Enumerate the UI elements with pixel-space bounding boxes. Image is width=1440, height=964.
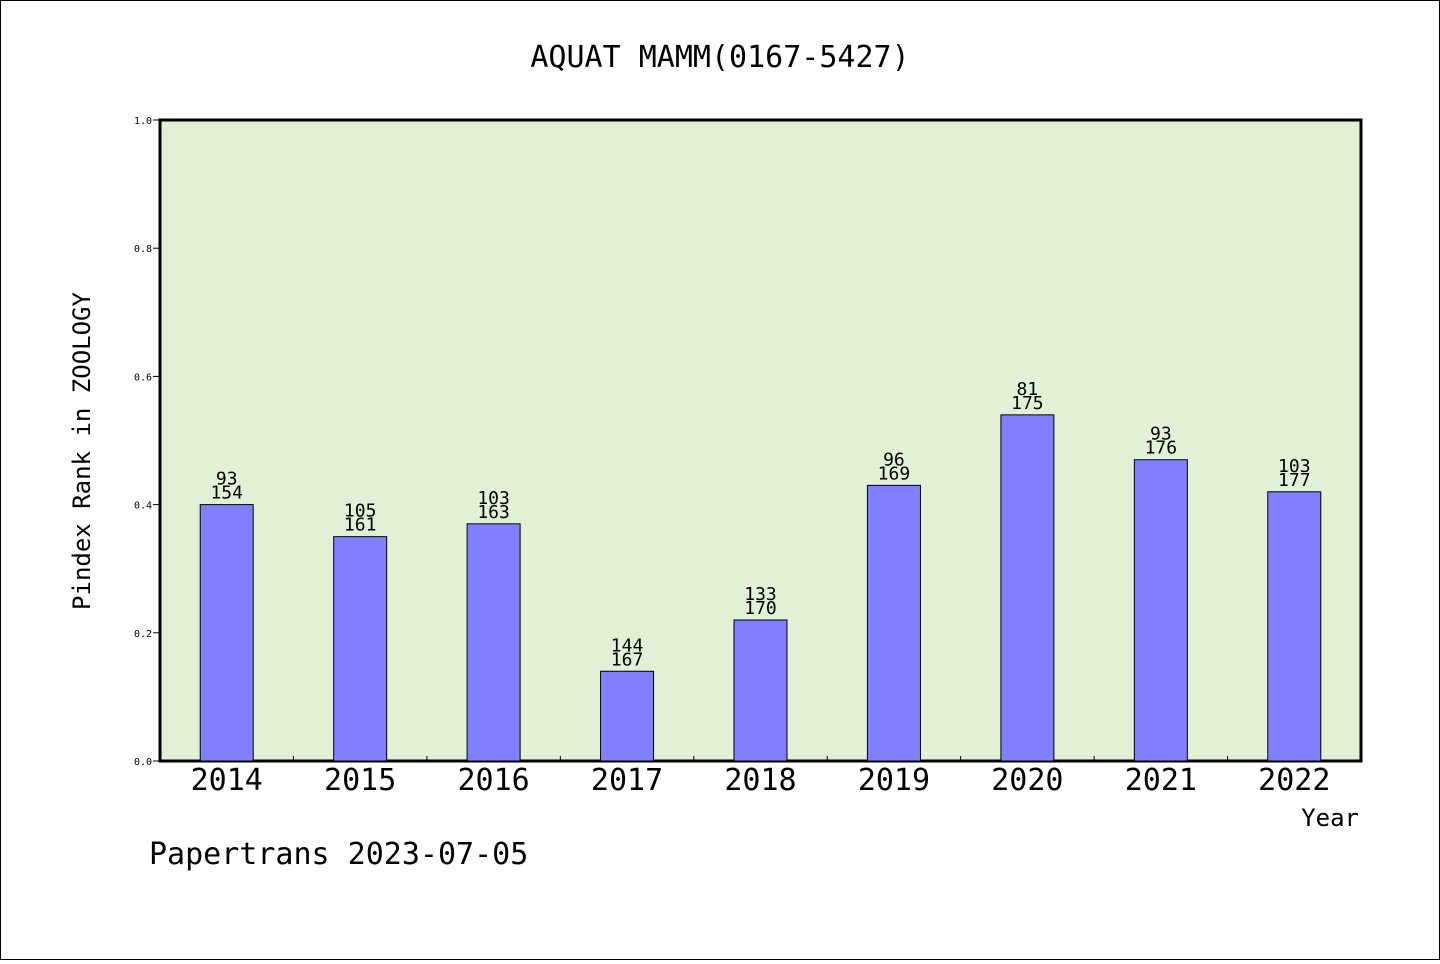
y-tick-label: 0.8 [134,244,152,255]
y-tick-label: 1.0 [134,116,152,127]
total-label-2018: 170 [744,598,777,619]
total-label-2015: 161 [344,515,377,536]
rank-label-2015: 105 [344,501,377,522]
bar-2022 [1267,491,1322,762]
rank-label-2016: 103 [477,488,510,509]
x-tick-label-2018: 2018 [724,763,796,798]
rank-label-2014: 93 [216,469,238,490]
x-axis-label: Year [1301,804,1359,832]
chart-title: AQUAT MAMM(0167-5427) [530,40,909,75]
total-label-2022: 177 [1278,470,1311,491]
x-tick-label-2014: 2014 [191,763,263,798]
y-axis-label: Pindex Rank in ZOOLOGY [68,292,96,610]
rank-label-2020: 81 [1017,379,1039,400]
x-tick-label-2022: 2022 [1258,763,1330,798]
rank-label-2018: 133 [744,584,777,605]
rank-label-2021: 93 [1150,424,1172,445]
data-labels-group: 9315410516110316314416713317096169811759… [210,379,1310,670]
y-tick-label: 0.0 [134,757,152,768]
rank-label-2019: 96 [883,449,905,470]
footer-text: Papertrans 2023-07-05 [149,837,528,872]
total-label-2014: 154 [210,483,243,504]
y-tick-label: 0.4 [134,501,152,512]
y-axis: 0.0 0.2 0.4 0.6 0.8 1.0 [134,116,160,768]
total-label-2021: 176 [1145,438,1178,459]
x-tick-label-2019: 2019 [858,763,930,798]
bar-2021 [1133,459,1188,762]
total-label-2016: 163 [477,502,510,523]
bar-2014 [199,504,254,762]
x-tick-label-2016: 2016 [457,763,529,798]
total-label-2020: 175 [1011,393,1044,414]
rank-label-2022: 103 [1278,456,1311,477]
rank-label-2017: 144 [611,635,644,656]
x-tick-label-2021: 2021 [1125,763,1197,798]
x-axis: 2014 2015 2016 2017 2018 2019 2020 2021 2022 [191,756,1330,798]
x-tick-label-2015: 2015 [324,763,396,798]
x-tick-label-2017: 2017 [591,763,663,798]
total-label-2019: 169 [878,463,911,484]
total-label-2017: 167 [611,649,644,670]
bar-2019 [866,484,921,762]
bar-2015 [333,536,388,762]
bars-group [199,414,1322,762]
bar-2016 [466,523,521,762]
y-tick-label: 0.6 [134,372,152,383]
bar-2018 [733,619,788,762]
x-tick-label-2020: 2020 [991,763,1063,798]
y-tick-label: 0.2 [134,629,152,640]
bar-2017 [600,670,655,762]
bar-2020 [1000,414,1055,762]
